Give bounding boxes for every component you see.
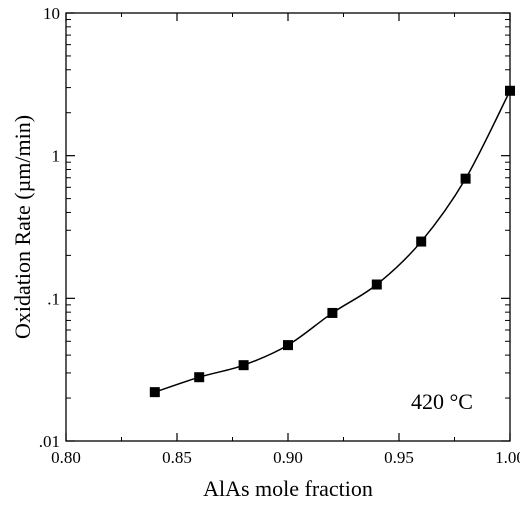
series-line — [154, 90, 511, 393]
temperature-annotation: 420 °C — [411, 389, 473, 414]
x-tick-label: 0.90 — [273, 448, 303, 467]
data-point-marker — [505, 85, 515, 96]
x-tick-label: 0.85 — [162, 448, 192, 467]
y-axis-title: Oxidation Rate (µm/min) — [10, 115, 35, 339]
x-axis-title: AlAs mole fraction — [203, 476, 373, 500]
x-tick-label: 0.80 — [51, 448, 81, 467]
x-tick-label: 1.00 — [495, 448, 520, 467]
data-point-marker — [416, 236, 427, 247]
y-tick-label: 10 — [43, 4, 60, 23]
data-point-marker — [460, 173, 471, 184]
plot-frame — [65, 12, 511, 442]
axes — [65, 12, 511, 442]
y-tick-label: .01 — [39, 432, 60, 451]
ticks: 0.80 0.85 0.90 0.95 1.00 .01 .1 1 10 — [39, 4, 520, 467]
series — [149, 85, 515, 398]
data-point-marker — [371, 279, 382, 290]
y-tick-label: 1 — [52, 147, 61, 166]
data-point-marker — [238, 360, 249, 371]
data-point-marker — [283, 340, 293, 351]
data-point-marker — [194, 372, 205, 383]
data-point-marker — [327, 307, 338, 318]
data-point-marker — [149, 387, 160, 398]
x-tick-label: 0.95 — [384, 448, 414, 467]
y-tick-label: .1 — [47, 289, 60, 308]
